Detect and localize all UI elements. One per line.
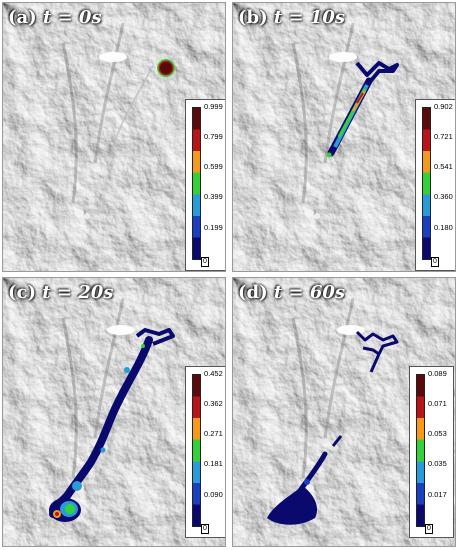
colorbar-tick: 0.035 bbox=[428, 459, 447, 468]
colorbar-tick: 0.452 bbox=[204, 369, 223, 378]
colorbar-tick: 0.599 bbox=[204, 162, 223, 171]
panel-a-label: (a) t = 0s bbox=[8, 7, 102, 28]
colorbar-zero: 0 bbox=[431, 257, 439, 267]
panel-b-label: (b) t = 10s bbox=[238, 7, 346, 28]
colorbar-tick: 0.199 bbox=[204, 223, 223, 232]
colorbar-tick: 0.181 bbox=[204, 459, 223, 468]
colorbar-tick: 0.360 bbox=[434, 192, 453, 201]
colorbar-tick: 0.090 bbox=[204, 490, 223, 499]
colorbar-tick: 0.180 bbox=[434, 223, 453, 232]
colorbar-c: 0.452 0.362 0.271 0.181 0.090 0 bbox=[185, 366, 225, 538]
panel-d-label: (d) t = 60s bbox=[238, 282, 346, 303]
colorbar-tick: 0.999 bbox=[204, 102, 223, 111]
panel-a: (a) t = 0s 0.999 0.799 0.599 0.399 0.199… bbox=[2, 2, 226, 272]
colorbar-gradient bbox=[192, 107, 201, 260]
colorbar-tick: 0.053 bbox=[428, 429, 447, 438]
colorbar-zero: 0 bbox=[425, 524, 433, 534]
colorbar-tick: 0.362 bbox=[204, 399, 223, 408]
colorbar-zero: 0 bbox=[201, 257, 209, 267]
colorbar-gradient bbox=[192, 374, 201, 527]
colorbar-tick: 0.721 bbox=[434, 132, 453, 141]
debris-flow-overlay bbox=[49, 328, 175, 522]
colorbar-tick: 0.089 bbox=[428, 369, 447, 378]
colorbar-tick: 0.071 bbox=[428, 399, 447, 408]
colorbar-a: 0.999 0.799 0.599 0.399 0.199 0 bbox=[185, 99, 225, 271]
colorbar-tick: 0.902 bbox=[434, 102, 453, 111]
colorbar-tick: 0.017 bbox=[428, 490, 447, 499]
debris-flow-overlay bbox=[267, 330, 399, 525]
colorbar-gradient bbox=[416, 374, 425, 527]
colorbar-d: 0.089 0.071 0.053 0.035 0.017 0 bbox=[409, 366, 454, 538]
panel-b: (b) t = 10s 0.902 0.721 0.541 0.360 0.18… bbox=[232, 2, 456, 272]
debris-flow-overlay bbox=[157, 59, 175, 77]
colorbar-tick: 0.399 bbox=[204, 192, 223, 201]
panel-c-label: (c) t = 20s bbox=[8, 282, 114, 303]
debris-flow-overlay bbox=[326, 61, 399, 158]
colorbar-b: 0.902 0.721 0.541 0.360 0.180 0 bbox=[415, 99, 455, 271]
colorbar-tick: 0.271 bbox=[204, 429, 223, 438]
panel-d: (d) t = 60s 0.089 0.071 0.053 0.035 0.01… bbox=[232, 277, 456, 547]
colorbar-tick: 0.799 bbox=[204, 132, 223, 141]
colorbar-tick: 0.541 bbox=[434, 162, 453, 171]
colorbar-gradient bbox=[422, 107, 431, 260]
colorbar-zero: 0 bbox=[201, 524, 209, 534]
panel-c: (c) t = 20s 0.452 0.362 0.271 0.181 0.09… bbox=[2, 277, 226, 547]
